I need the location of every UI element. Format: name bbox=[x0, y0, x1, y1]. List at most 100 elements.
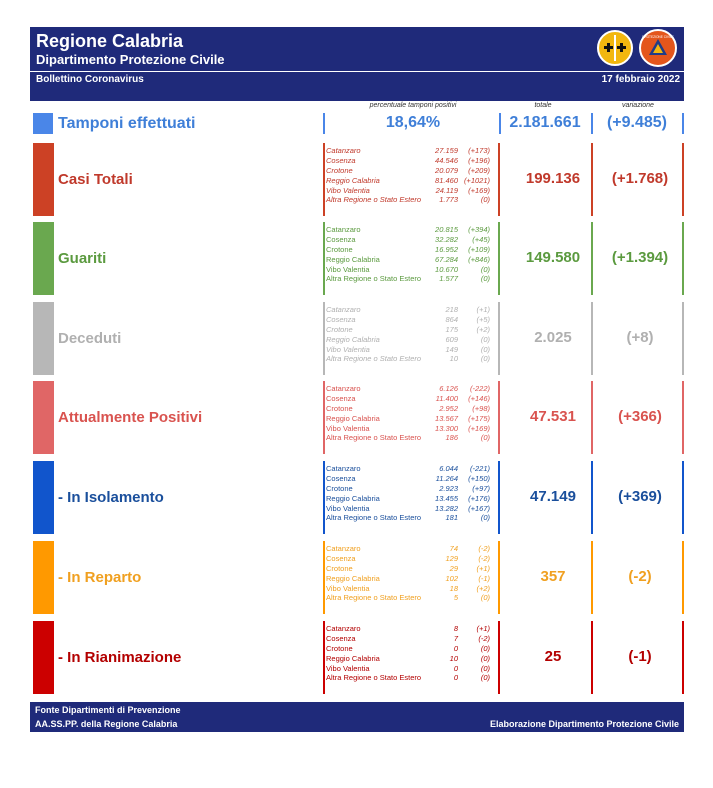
tamponi-divider-left bbox=[323, 113, 325, 134]
source-line-2: AA.SS.PP. della Regione Calabria bbox=[35, 719, 178, 729]
province-delta: (0) bbox=[480, 653, 490, 663]
category-color-bar bbox=[33, 222, 54, 295]
province-delta: (0) bbox=[480, 673, 490, 683]
province-delta: (+1) bbox=[476, 624, 490, 633]
province-name: Reggio Calabria bbox=[326, 175, 380, 185]
category-divider bbox=[323, 381, 325, 454]
province-row: Vibo Valentia 18 (+2) bbox=[326, 584, 492, 594]
province-name: Cosenza bbox=[326, 314, 356, 324]
province-name: Vibo Valentia bbox=[326, 185, 370, 195]
province-name: Crotone bbox=[326, 403, 353, 413]
tamponi-divider-mid bbox=[499, 113, 501, 134]
category-divider bbox=[682, 621, 684, 694]
province-name: Catanzaro bbox=[326, 384, 361, 393]
elaboration-credit: Elaborazione Dipartimento Protezione Civ… bbox=[489, 719, 679, 729]
category-divider bbox=[498, 222, 500, 295]
province-name: Reggio Calabria bbox=[326, 254, 380, 264]
category-color-bar bbox=[33, 621, 54, 694]
province-name: Cosenza bbox=[326, 393, 356, 403]
tamponi-divider-right bbox=[591, 113, 593, 134]
category-variation: (+366) bbox=[618, 408, 662, 425]
province-row: Cosenza 11.264 (+150) bbox=[326, 474, 492, 484]
category-label: Attualmente Positivi bbox=[58, 409, 203, 426]
province-row: Altra Regione o Stato Estero 10 (0) bbox=[326, 354, 492, 364]
province-name: Vibo Valentia bbox=[326, 344, 370, 354]
province-row: Altra Regione o Stato Estero 5 (0) bbox=[326, 593, 492, 603]
category-total: 2.025 bbox=[534, 329, 572, 346]
category-label: - In Rianimazione bbox=[58, 649, 182, 666]
tamponi-percent: 18,64% bbox=[385, 114, 441, 131]
province-value: 74 bbox=[449, 544, 458, 553]
province-name: Catanzaro bbox=[326, 146, 361, 155]
category-divider bbox=[591, 621, 593, 694]
province-name: Cosenza bbox=[326, 633, 356, 643]
province-row: Vibo Valentia 13.282 (+167) bbox=[326, 504, 492, 514]
province-row: Catanzaro 8 (+1) bbox=[326, 624, 492, 634]
province-row: Crotone 20.079 (+209) bbox=[326, 166, 492, 176]
province-delta: (+146) bbox=[468, 393, 490, 403]
province-delta: (-221) bbox=[469, 464, 490, 473]
region-coat-of-arms-icon bbox=[597, 30, 633, 66]
province-value: 175 bbox=[445, 324, 458, 334]
province-value: 864 bbox=[445, 314, 458, 324]
category-divider bbox=[682, 381, 684, 454]
province-value: 5 bbox=[453, 593, 458, 603]
category-variation: (+369) bbox=[618, 488, 662, 505]
province-row: Altra Regione o Stato Estero 1.577 (0) bbox=[326, 274, 492, 284]
province-row: Altra Regione o Stato Estero 186 (0) bbox=[326, 433, 492, 443]
province-row: Reggio Calabria 67.284 (+846) bbox=[326, 255, 492, 265]
col-header-total: totale bbox=[534, 102, 552, 109]
category-row: Attualmente Positivi Catanzaro 6.126 (-222)… bbox=[30, 381, 684, 454]
province-delta: (-2) bbox=[478, 553, 490, 563]
province-name: Cosenza bbox=[326, 155, 356, 165]
province-breakdown: Catanzaro 218 (+1) Cosenza 864 (+5) Crotone 175… bbox=[326, 305, 492, 364]
category-variation: (+1.394) bbox=[611, 249, 669, 266]
province-delta: (+175) bbox=[468, 413, 490, 423]
category-divider bbox=[591, 302, 593, 375]
province-value: 149 bbox=[445, 344, 458, 354]
province-row: Cosenza 864 (+5) bbox=[326, 315, 492, 325]
province-value: 27.159 bbox=[435, 146, 458, 155]
category-divider bbox=[323, 222, 325, 295]
province-value: 102 bbox=[445, 573, 458, 583]
province-value: 2.923 bbox=[439, 483, 458, 493]
province-name: Reggio Calabria bbox=[326, 653, 380, 663]
province-name: Reggio Calabria bbox=[326, 493, 380, 503]
province-name: Cosenza bbox=[326, 553, 356, 563]
province-delta: (-2) bbox=[478, 633, 490, 643]
province-value: 0 bbox=[453, 663, 458, 673]
category-divider bbox=[682, 143, 684, 216]
province-value: 44.546 bbox=[435, 155, 458, 165]
province-delta: (+97) bbox=[472, 483, 490, 493]
province-delta: (0) bbox=[480, 513, 490, 523]
province-delta: (+169) bbox=[468, 423, 490, 433]
tamponi-color-marker bbox=[33, 113, 53, 134]
province-name: Vibo Valentia bbox=[326, 264, 370, 274]
province-row: Vibo Valentia 13.300 (+169) bbox=[326, 424, 492, 434]
province-name: Altra Regione o Stato Estero bbox=[326, 513, 422, 523]
province-delta: (0) bbox=[480, 274, 490, 284]
province-value: 18 bbox=[449, 583, 458, 593]
category-color-bar bbox=[33, 302, 54, 375]
province-name: Cosenza bbox=[326, 473, 356, 483]
province-delta: (0) bbox=[480, 354, 490, 364]
region-title: Regione Calabria bbox=[36, 31, 184, 51]
province-value: 67.284 bbox=[435, 254, 458, 264]
category-variation: (-2) bbox=[628, 568, 652, 585]
province-delta: (+150) bbox=[468, 473, 490, 483]
category-total: 357 bbox=[540, 568, 566, 585]
category-color-bar bbox=[33, 541, 54, 614]
province-value: 10 bbox=[449, 653, 458, 663]
bulletin-date: 17 febbraio 2022 bbox=[601, 74, 680, 85]
category-divider bbox=[591, 381, 593, 454]
province-delta: (+5) bbox=[476, 314, 490, 324]
province-row: Altra Regione o Stato Estero 181 (0) bbox=[326, 513, 492, 523]
province-value: 1.577 bbox=[439, 274, 458, 284]
category-color-bar bbox=[33, 143, 54, 216]
category-label: - In Reparto bbox=[58, 569, 142, 586]
category-divider bbox=[323, 541, 325, 614]
province-value: 11.264 bbox=[435, 473, 458, 483]
province-name: Altra Regione o Stato Estero bbox=[326, 274, 422, 284]
category-total: 149.580 bbox=[525, 249, 581, 266]
category-divider bbox=[498, 381, 500, 454]
